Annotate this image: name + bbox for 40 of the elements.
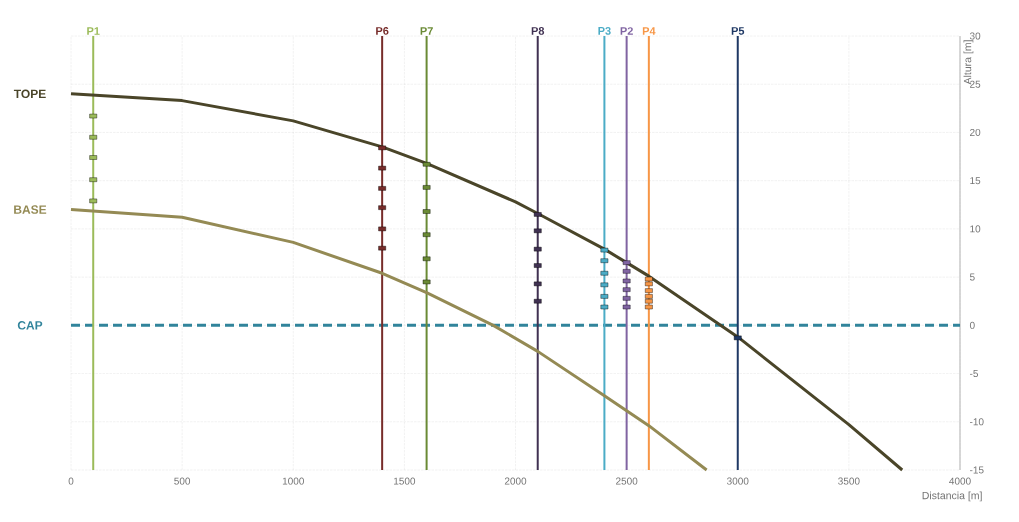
ref-line-label: P5: [731, 27, 745, 35]
x-tick-label: 2000: [504, 477, 527, 485]
x-tick-label: 2500: [616, 477, 638, 485]
y-tick-label: -15: [969, 466, 984, 474]
line-series: [69, 92, 904, 472]
y-tick-label: 15: [970, 177, 981, 185]
ref-line-label: P6: [376, 27, 389, 35]
y-tick-label: 20: [970, 128, 981, 136]
x-tick-label: 1500: [394, 477, 416, 485]
point: [378, 245, 386, 251]
x-tick-label: 500: [174, 477, 191, 485]
y-tick-label: 0: [969, 321, 975, 329]
x-tick-label: 3000: [727, 477, 749, 485]
y-tick-label: 5: [969, 273, 975, 281]
point: [645, 276, 653, 282]
x-tick-label: 0: [68, 477, 74, 485]
line-series: [69, 208, 709, 472]
ref-line-label: P3: [598, 27, 611, 35]
point: [378, 165, 386, 171]
ref-line-label: P8: [531, 27, 545, 35]
ref-line-label: CAP: [17, 321, 43, 330]
point: [378, 226, 386, 232]
x-tick-label: 3500: [838, 477, 860, 485]
point: [645, 304, 653, 310]
x-tick-label: 1000: [282, 477, 304, 485]
y-tick-label: 25: [970, 80, 981, 88]
ref-line-label: P7: [420, 27, 433, 35]
point: [645, 281, 653, 287]
ref-line-label: P2: [620, 27, 633, 35]
x-axis-title: Distancia [m]: [922, 491, 982, 502]
y-tick-label: -10: [969, 418, 984, 426]
ref-line-label: P1: [87, 27, 100, 35]
y-tick-label: 10: [970, 225, 981, 233]
y-tick-label: 30: [969, 32, 981, 40]
x-tick-label: 4000: [949, 477, 971, 485]
text: BASE: [14, 205, 47, 214]
ref-line-label: P4: [642, 27, 656, 35]
point: [378, 145, 386, 151]
y-tick-label: -5: [969, 370, 979, 378]
text: TOPE: [13, 89, 46, 99]
